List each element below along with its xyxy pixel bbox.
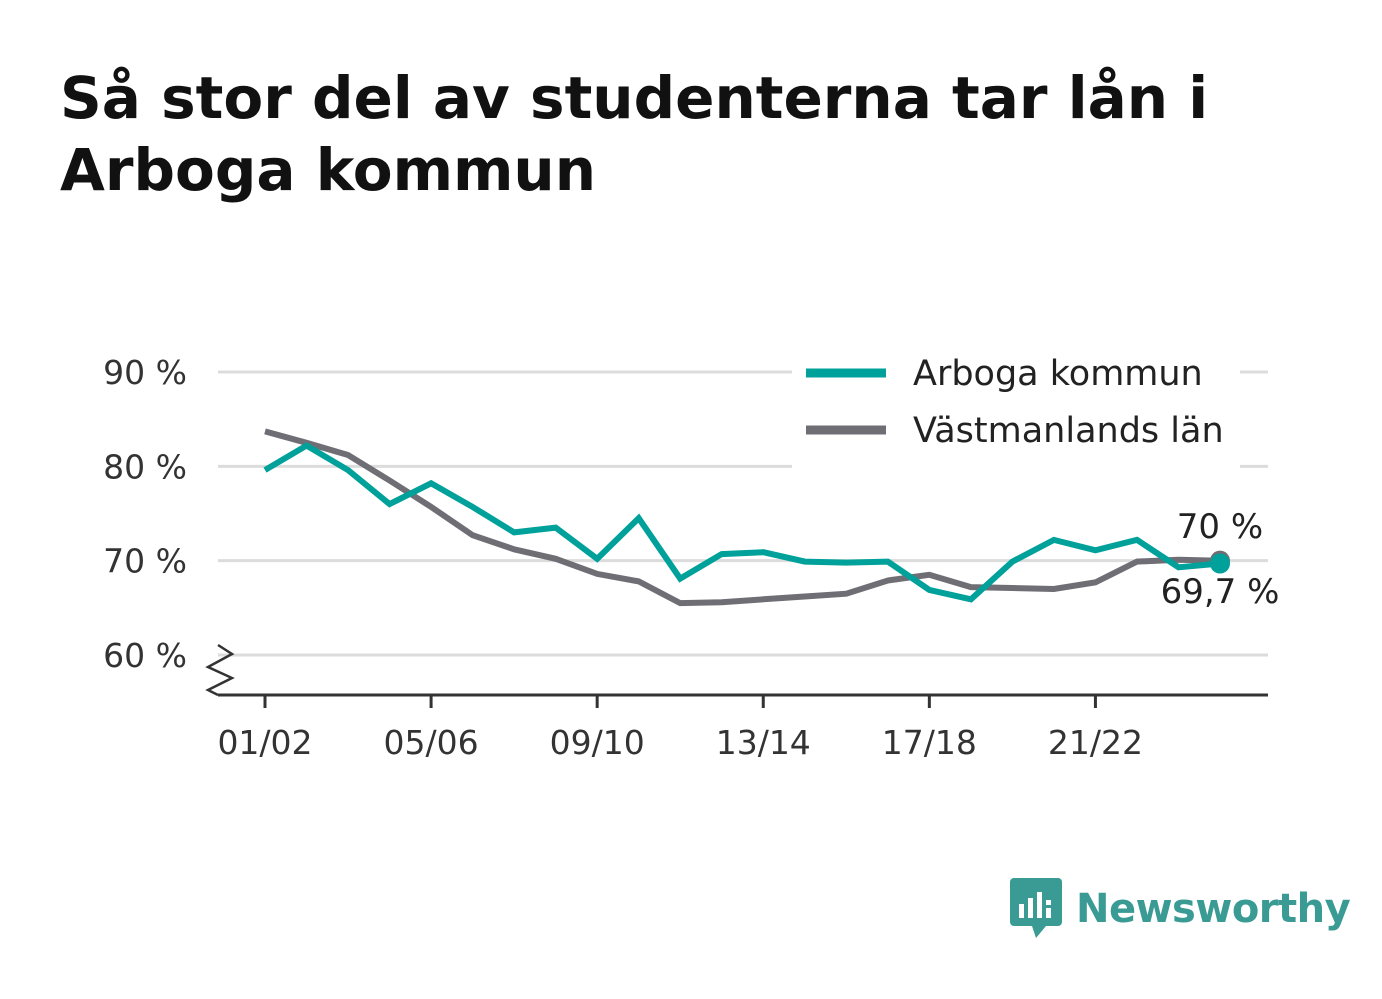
series-end-point bbox=[1210, 553, 1230, 574]
end-value-label: 70 % bbox=[1177, 507, 1263, 547]
x-tick-label: 09/10 bbox=[550, 723, 645, 762]
y-tick-label: 60 % bbox=[103, 636, 187, 675]
x-tick-label: 17/18 bbox=[882, 723, 977, 762]
series-line bbox=[264, 428, 1221, 607]
y-axis-ticks: 60 % 70 % 80 % 90 % bbox=[103, 353, 187, 675]
y-tick-label: 90 % bbox=[103, 353, 187, 392]
legend-background bbox=[792, 346, 1240, 468]
series-line bbox=[263, 442, 1221, 603]
chart-title: Så stor del av studenterna tar lån i Arb… bbox=[60, 64, 1209, 204]
end-labels: 70 % 69,7 % bbox=[1161, 507, 1280, 612]
axis-break-mark bbox=[205, 643, 235, 697]
x-tick-label: 21/22 bbox=[1048, 723, 1143, 762]
y-tick-label: 70 % bbox=[103, 542, 187, 581]
x-tick-label: 05/06 bbox=[384, 723, 479, 762]
end-value-label: 69,7 % bbox=[1161, 572, 1280, 612]
newsworthy-logo-icon bbox=[1010, 878, 1062, 938]
legend-label: Arboga kommun bbox=[913, 354, 1203, 394]
legend-label: Västmanlands län bbox=[913, 411, 1224, 451]
brand-logo: Newsworthy bbox=[1010, 878, 1351, 940]
y-tick-label: 80 % bbox=[103, 447, 187, 486]
series-lines bbox=[263, 428, 1230, 607]
x-tick-label: 13/14 bbox=[716, 723, 811, 762]
legend: Arboga kommun Västmanlands län bbox=[792, 346, 1240, 468]
x-tick-label: 01/02 bbox=[217, 723, 312, 762]
brand-name: Newsworthy bbox=[1076, 886, 1351, 932]
x-axis: 01/02 05/06 09/10 13/14 17/18 21/22 bbox=[205, 643, 1268, 762]
